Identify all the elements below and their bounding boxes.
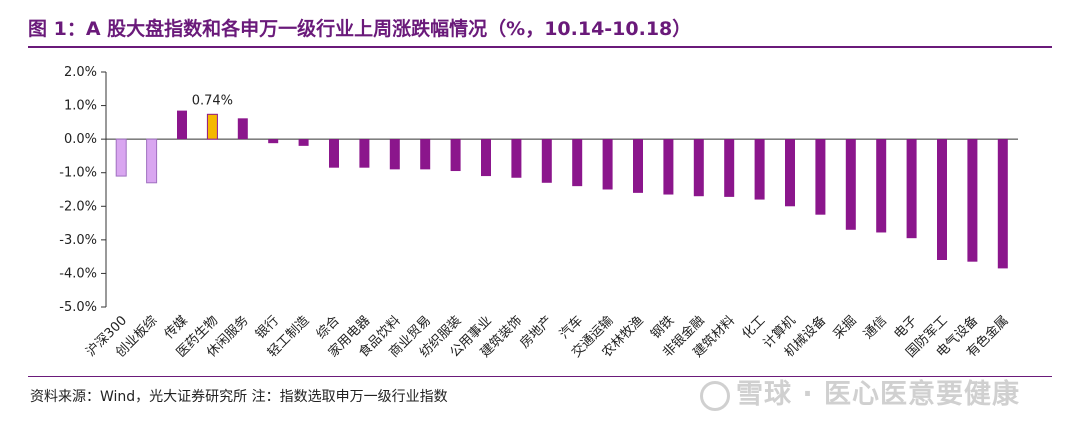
bar [298, 139, 309, 146]
bar [693, 139, 704, 197]
bar [420, 139, 431, 170]
data-label: 0.74% [192, 93, 233, 108]
x-category-label: 房地产 [517, 313, 556, 352]
bar [937, 139, 947, 260]
watermark-text: 雪球 · 医心医意要健康 [736, 379, 1021, 410]
bar [541, 139, 552, 183]
bar [329, 139, 339, 168]
bar [511, 139, 522, 178]
xueqiu-logo-icon [700, 380, 730, 411]
bar [268, 139, 279, 144]
bar [906, 139, 917, 239]
bar [450, 139, 461, 172]
bar [724, 139, 735, 197]
footer-divider [28, 376, 1052, 377]
y-tick-label: 1.0% [64, 99, 97, 114]
watermark: 雪球 · 医心医意要健康 [700, 372, 1020, 411]
bar [815, 139, 826, 215]
x-category-label: 采掘 [831, 313, 860, 342]
bar [206, 113, 218, 140]
y-tick-label: 2.0% [64, 65, 97, 80]
y-tick-label: -3.0% [59, 233, 97, 248]
bar [572, 139, 583, 187]
bar [663, 139, 674, 195]
y-tick-label: -4.0% [59, 266, 97, 281]
figure-title: 图 1：A 股大盘指数和各申万一级行业上周涨跌幅情况（%，10.14-10.18… [28, 18, 692, 40]
bar [237, 118, 248, 140]
bar [845, 139, 856, 230]
title-divider [28, 46, 1052, 48]
source-note: 资料来源：Wind，光大证券研究所 注：指数选取申万一级行业指数 [30, 389, 448, 405]
bar [876, 139, 887, 233]
bar [785, 139, 795, 207]
bar [602, 139, 613, 190]
bar [754, 139, 765, 200]
y-tick-label: -1.0% [59, 166, 97, 181]
bar [967, 139, 978, 262]
bar [633, 139, 643, 193]
bar [115, 138, 127, 177]
y-tick-label: -5.0% [59, 300, 97, 315]
bar [177, 110, 187, 140]
bar [481, 139, 491, 177]
bar [146, 138, 158, 184]
y-tick-label: -2.0% [59, 199, 97, 214]
bar [389, 139, 400, 170]
bar [997, 139, 1008, 269]
bar [359, 139, 370, 168]
y-tick-label: 0.0% [64, 132, 97, 147]
x-category-label: 通信 [861, 313, 890, 342]
